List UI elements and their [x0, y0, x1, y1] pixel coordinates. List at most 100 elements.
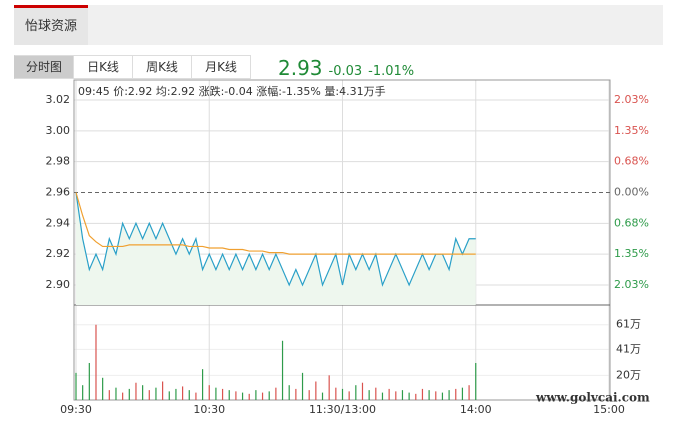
volume-bar	[288, 385, 290, 400]
volume-bar	[275, 387, 277, 400]
chart-tabs: 分时图 日K线 周K线 月K线	[14, 55, 251, 79]
chart-tab[interactable]: 月K线	[192, 55, 251, 79]
volume-bar	[261, 392, 264, 400]
y-tick-label: 61万	[616, 318, 641, 331]
volume-bar	[461, 387, 464, 400]
price: 2.93	[278, 56, 323, 80]
y2-tick-label: 2.03%	[614, 278, 649, 291]
volume-bar	[335, 387, 337, 400]
volume-bar	[135, 382, 137, 400]
volume-bar	[102, 377, 104, 400]
volume-bar	[315, 381, 317, 400]
volume-bar	[215, 387, 217, 400]
volume-bar	[241, 392, 244, 400]
top-bar: 怡球资源	[14, 5, 663, 45]
x-tick-label: 10:30	[193, 403, 225, 416]
y-tick-label: 20万	[616, 368, 641, 381]
volume-bar	[95, 324, 97, 400]
volume-bar	[235, 391, 237, 400]
volume-bar	[195, 392, 197, 400]
volume-bar	[328, 375, 330, 400]
change-pct: -1.01%	[368, 64, 415, 79]
volume-bar	[428, 390, 430, 400]
average-line	[75, 192, 476, 255]
volume-bar	[388, 388, 390, 400]
volume-bar	[308, 390, 310, 400]
price-line	[75, 192, 476, 287]
y-tick-label: 2.96	[46, 186, 71, 199]
watermark: www.golvcai.com	[535, 391, 650, 405]
y-tick-label: 41万	[616, 342, 641, 355]
volume-bar	[475, 362, 477, 400]
volume-bar	[255, 390, 257, 400]
volume-bar	[88, 362, 90, 400]
y2-tick-label: 1.35%	[614, 247, 649, 260]
volume-bar	[128, 388, 130, 400]
info-line: 09:45 价:2.92 均:2.92 涨跌:-0.04 涨幅:-1.35% 量…	[78, 84, 386, 98]
chart-tab[interactable]: 周K线	[133, 55, 192, 79]
y-tick-label: 2.92	[46, 247, 71, 260]
volume-bar	[162, 381, 164, 400]
volume-bar	[441, 392, 444, 400]
y-tick-label: 3.00	[46, 124, 71, 137]
volume-bar	[395, 391, 397, 400]
y2-tick-label: 0.00%	[614, 186, 649, 199]
volume-bar	[361, 382, 364, 400]
volume-bar	[375, 387, 377, 400]
volume-bar	[468, 385, 470, 400]
volume-bar	[448, 390, 450, 400]
volume-bar	[188, 390, 190, 400]
volume-bar	[228, 390, 230, 400]
volume-bar	[75, 372, 77, 400]
volume-bar	[122, 392, 124, 400]
x-tick-label: 15:00	[593, 403, 625, 416]
volume-bar	[368, 390, 370, 400]
volume-bar	[175, 388, 177, 400]
volume-bar	[268, 391, 270, 400]
y2-tick-label: 0.68%	[614, 155, 649, 168]
volume-bar	[435, 391, 437, 400]
volume-bar	[168, 391, 170, 400]
volume-bar	[455, 388, 457, 400]
volume-bar	[155, 387, 157, 400]
volume-bar	[82, 385, 84, 400]
volume-bar	[415, 393, 417, 400]
change: -0.03	[328, 64, 363, 79]
volume-bar	[148, 390, 150, 400]
volume-bar	[295, 388, 297, 400]
volume-bar	[321, 392, 324, 400]
volume-bar	[182, 386, 184, 400]
volume-bar	[341, 388, 344, 400]
y2-tick-label: 2.03%	[614, 93, 649, 106]
volume-bar	[301, 372, 304, 400]
chart-tab[interactable]: 分时图	[14, 55, 74, 79]
volume-bar	[108, 390, 110, 400]
y-tick-label: 2.98	[46, 155, 71, 168]
volume-bar	[355, 385, 357, 400]
volume-bar	[208, 385, 210, 400]
volume-bar	[401, 390, 404, 400]
y2-tick-label: 1.35%	[614, 124, 649, 137]
y-tick-label: 2.90	[46, 278, 71, 291]
y2-tick-label: 0.68%	[614, 216, 649, 229]
quote: 2.93 -0.03 -1.01%	[278, 56, 420, 80]
volume-bar	[142, 385, 144, 400]
x-tick-label: 14:00	[460, 403, 492, 416]
volume-bar	[408, 392, 410, 400]
y-tick-label: 3.02	[46, 93, 71, 106]
volume-bar	[115, 387, 117, 400]
volume-bar	[421, 388, 424, 400]
volume-bar	[201, 369, 204, 400]
volume-bar	[381, 392, 384, 400]
volume-bar	[348, 391, 350, 400]
price-area	[76, 192, 476, 305]
volume-bar	[248, 393, 250, 400]
chart-tab[interactable]: 日K线	[74, 55, 133, 79]
x-tick-label: 11:30/13:00	[309, 403, 376, 416]
stock-tab[interactable]: 怡球资源	[14, 5, 88, 45]
volume-bar	[281, 340, 284, 400]
volume-bar	[221, 388, 224, 400]
y-tick-label: 2.94	[46, 216, 71, 229]
